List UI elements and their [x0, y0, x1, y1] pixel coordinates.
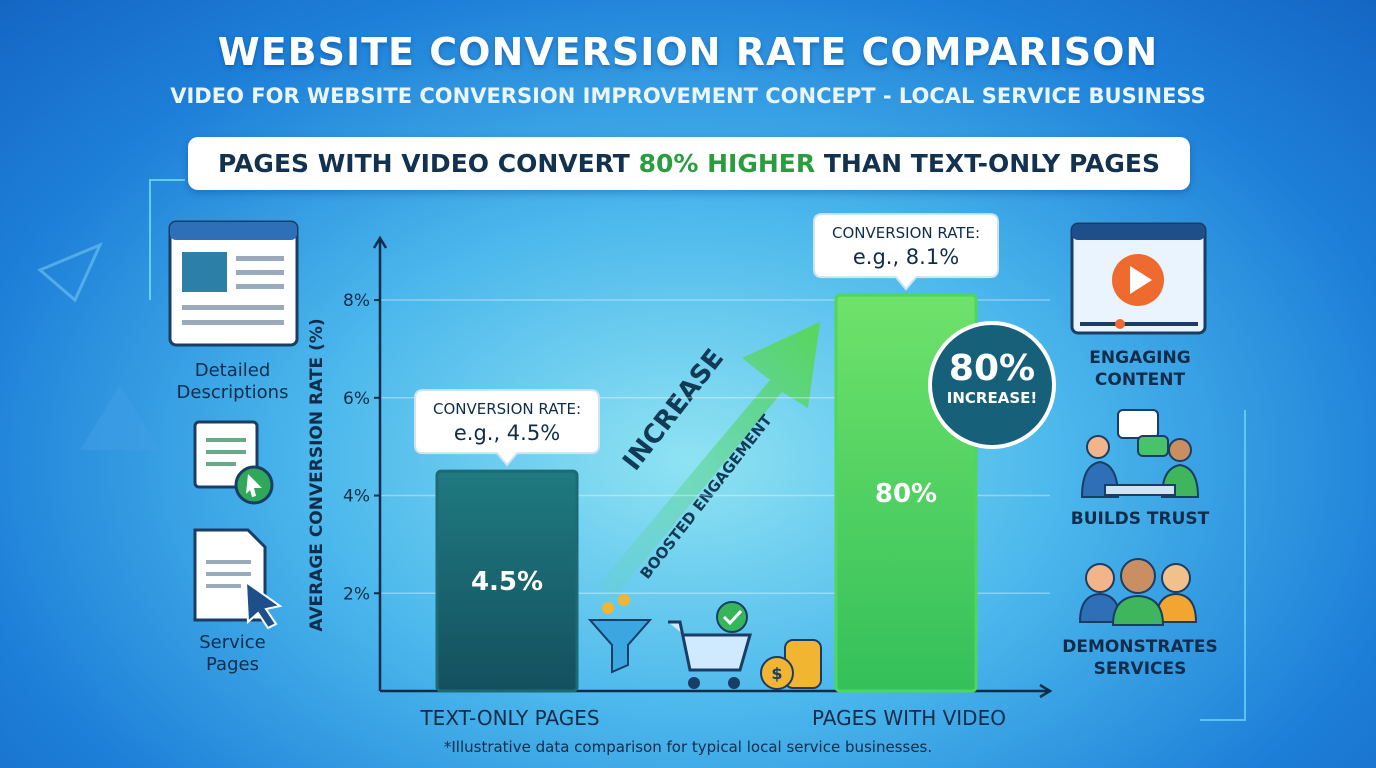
- y-tick-label: 2%: [343, 584, 370, 604]
- y-axis-label: AVERAGE CONVERSION RATE (%): [307, 318, 327, 631]
- bar: [435, 469, 579, 693]
- callout-box: [813, 213, 999, 291]
- doc-click-icon: [193, 420, 274, 505]
- headline-text: PAGES WITH VIDEO CONVERT: [218, 149, 630, 178]
- callout-title: CONVERSION RATE:: [832, 224, 980, 242]
- x-tick-label: PAGES WITH VIDEO: [812, 706, 1006, 730]
- x-tick-label: TEXT-ONLY PAGES: [419, 706, 599, 730]
- increase-arrow: [598, 322, 820, 600]
- y-tick-label: 6%: [343, 389, 370, 409]
- cart-icon: [668, 601, 752, 689]
- feature-label: Detailed Descriptions: [176, 360, 289, 403]
- coins-icon: $: [760, 639, 822, 690]
- feature-label: ENGAGING CONTENT: [1089, 348, 1191, 390]
- browser-icon: [168, 220, 299, 347]
- deco-line: [1200, 410, 1246, 721]
- y-tick-label: 4%: [343, 487, 370, 507]
- headline-text: THAN TEXT-ONLY PAGES: [823, 149, 1160, 178]
- trust-icon: [1080, 409, 1200, 498]
- subtitle: VIDEO FOR WEBSITE CONVERSION IMPROVEMENT…: [170, 84, 1206, 108]
- callout-box: [414, 389, 600, 467]
- callout-title: CONVERSION RATE:: [433, 400, 581, 418]
- bar-text: 80%: [875, 479, 937, 509]
- funnel-icon: [587, 594, 653, 674]
- feature-label: Service Pages: [199, 632, 266, 675]
- deco-shape: [37, 242, 103, 303]
- deco-shape: [80, 385, 160, 450]
- feature-label: DEMONSTRATES SERVICES: [1062, 637, 1218, 679]
- doc-cursor-icon: [193, 528, 283, 630]
- headline-highlight: 80% HIGHER: [638, 149, 816, 178]
- y-axis: [372, 235, 388, 691]
- video-icon: [1070, 222, 1207, 335]
- footnote: *Illustrative data comparison for typica…: [443, 738, 933, 756]
- badge-label: INCREASE!: [947, 389, 1037, 407]
- feature-label: BUILDS TRUST: [1070, 509, 1210, 529]
- y-tick-label: 8%: [343, 291, 370, 311]
- headline: PAGES WITH VIDEO CONVERT 80% HIGHER THAN…: [188, 137, 1190, 190]
- svg-text:$: $: [771, 664, 782, 683]
- badge-value: 80%: [949, 348, 1035, 389]
- bar-text: 4.5%: [471, 567, 543, 597]
- deco-line: [149, 179, 185, 300]
- title: WEBSITE CONVERSION RATE COMPARISON: [217, 30, 1159, 74]
- people-icon: [1078, 558, 1198, 626]
- badge: [928, 321, 1056, 449]
- callout-text: e.g., 8.1%: [853, 245, 959, 269]
- callout-text: e.g., 4.5%: [454, 421, 560, 445]
